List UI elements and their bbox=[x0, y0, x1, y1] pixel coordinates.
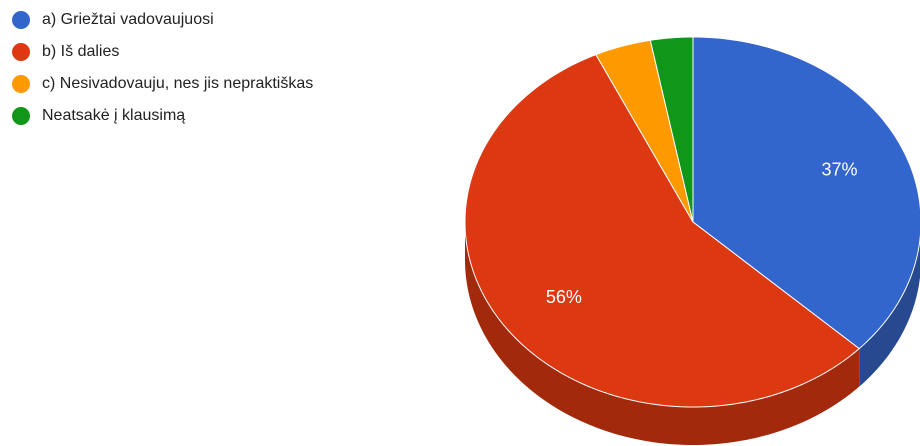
legend-label: c) Nesivadovauju, nes jis nepraktiškas bbox=[42, 75, 314, 92]
pie-slice bbox=[692, 36, 920, 350]
legend-item: Neatsakė į klausimą bbox=[8, 104, 318, 128]
slice-value-label: 56% bbox=[546, 287, 582, 307]
legend-label: a) Griežtai vadovaujuosi bbox=[42, 11, 214, 28]
legend-item: c) Nesivadovauju, nes jis nepraktiškas bbox=[8, 72, 318, 96]
pie-slice bbox=[595, 39, 694, 223]
legend-swatch bbox=[12, 107, 30, 125]
legend-label: Neatsakė į klausimą bbox=[42, 107, 186, 124]
pie-labels: 37% 56% bbox=[546, 159, 858, 307]
pie-sides bbox=[465, 222, 920, 445]
chart-legend: a) Griežtai vadovaujuosi b) Iš dalies c) N… bbox=[8, 8, 318, 136]
pie-slice bbox=[464, 54, 860, 408]
legend-item: b) Iš dalies bbox=[8, 40, 318, 64]
pie-slice bbox=[649, 36, 694, 223]
pie-slice-side bbox=[859, 239, 920, 387]
pie-slice-side bbox=[465, 222, 860, 445]
legend-swatch bbox=[12, 11, 30, 29]
pie-top bbox=[464, 36, 920, 408]
legend-swatch bbox=[12, 43, 30, 61]
legend-label: b) Iš dalies bbox=[42, 43, 120, 60]
legend-item: a) Griežtai vadovaujuosi bbox=[8, 8, 318, 32]
slice-value-label: 37% bbox=[821, 159, 857, 179]
legend-swatch bbox=[12, 75, 30, 93]
